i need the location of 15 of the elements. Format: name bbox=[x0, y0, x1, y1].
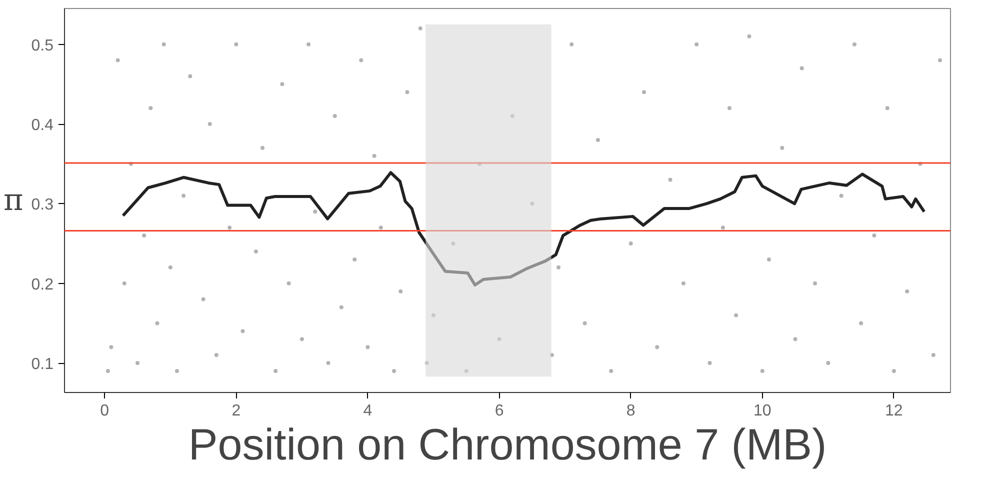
x-tick-label: 10 bbox=[753, 402, 772, 420]
x-tick-label: 6 bbox=[494, 402, 504, 420]
x-tick-label: 12 bbox=[885, 402, 903, 420]
x-tick-label: 0 bbox=[100, 402, 110, 420]
x-tick-label: 2 bbox=[232, 402, 241, 420]
y-tick-label: 0.4 bbox=[31, 117, 54, 134]
x-tick-label: 4 bbox=[363, 402, 372, 420]
x-tick-label: 8 bbox=[626, 402, 636, 420]
x-axis-title: Position on Chromosome 7 (MB) bbox=[188, 420, 827, 470]
y-tick-label: 0.3 bbox=[31, 196, 54, 214]
y-axis-title: π bbox=[4, 183, 24, 218]
y-tick-label: 0.1 bbox=[31, 356, 54, 374]
y-tick-label: 0.5 bbox=[31, 37, 54, 54]
y-tick-label: 0.2 bbox=[31, 276, 54, 294]
line-series bbox=[122, 171, 926, 286]
